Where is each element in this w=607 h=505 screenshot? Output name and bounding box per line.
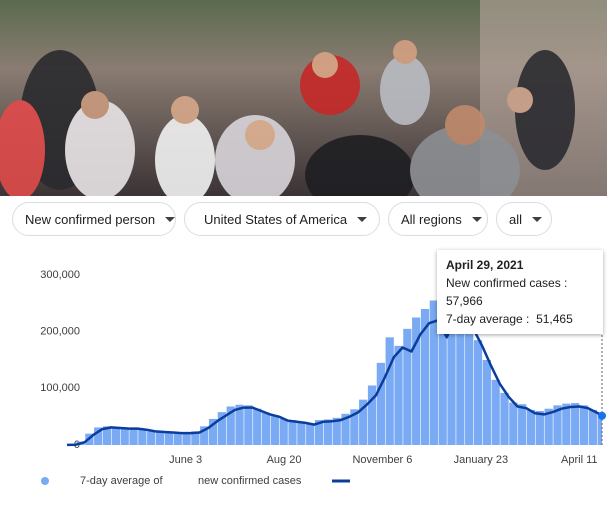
period-dropdown[interactable]: all [496, 202, 552, 236]
average-line [66, 304, 603, 447]
metric-label: New confirmed person [25, 211, 156, 227]
bar [376, 362, 385, 445]
bar [332, 417, 341, 445]
bar [279, 418, 288, 445]
bar [120, 428, 129, 445]
bar [261, 412, 271, 445]
caret [357, 216, 368, 222]
bar [491, 379, 500, 445]
bar [164, 431, 173, 445]
bar [350, 409, 359, 445]
bar [253, 408, 262, 445]
country-label: United States of America [204, 211, 348, 227]
bar [412, 317, 421, 445]
bar [420, 309, 430, 445]
caret [532, 216, 543, 222]
bar [403, 328, 412, 445]
tooltip-avg-label: 7-day average : [446, 312, 530, 326]
bar [341, 413, 350, 445]
y-tick-label: 300,000 [40, 269, 80, 281]
region-label: All regions [401, 211, 462, 227]
bar [200, 426, 209, 445]
bar [482, 360, 491, 445]
tooltip-cases: 57,966 [446, 294, 483, 308]
bar [500, 392, 509, 445]
y-tick-label: 200,000 [40, 326, 80, 338]
x-tick-label: April 11 [561, 454, 597, 466]
bar [129, 427, 138, 445]
bar [147, 430, 156, 445]
bar [465, 323, 474, 445]
bar [94, 427, 103, 445]
bar [102, 426, 112, 445]
bar [447, 286, 456, 445]
bar [191, 431, 200, 445]
bar [562, 403, 571, 445]
bar [456, 297, 465, 445]
caret [165, 216, 176, 222]
bar [155, 431, 165, 445]
bar [385, 337, 394, 445]
y-tick-label: 100,000 [40, 382, 80, 394]
bar [297, 421, 306, 445]
bar [473, 340, 483, 445]
metric-dropdown[interactable]: New confirmed person [12, 202, 176, 236]
bar [509, 402, 518, 445]
bar [323, 419, 332, 445]
x-tick-label: November 6 [352, 454, 412, 466]
bar [571, 403, 580, 445]
bar [314, 420, 324, 445]
crowd-photo [0, 0, 607, 196]
bar [226, 406, 235, 445]
bar [535, 411, 544, 445]
bar [235, 404, 244, 445]
bar [270, 415, 279, 445]
caret [471, 216, 482, 222]
legend-label: 7-day average of [80, 475, 163, 487]
bar [553, 405, 562, 445]
tooltip-avg: 51,465 [536, 312, 573, 326]
period-label: all [509, 211, 523, 227]
bar [111, 426, 120, 445]
bar [588, 409, 597, 445]
legend-label: new confirmed cases [198, 475, 302, 487]
bar [244, 405, 253, 445]
bar [173, 432, 182, 445]
bar [182, 431, 191, 445]
bar [217, 412, 226, 445]
hover-dot [598, 411, 606, 420]
x-tick-label: Aug 20 [267, 454, 302, 466]
bar [438, 314, 447, 445]
bar [138, 429, 147, 445]
x-tick-label: January 23 [454, 454, 508, 466]
bar [544, 408, 553, 445]
bar [359, 399, 368, 445]
bar [518, 404, 527, 445]
legend-dot [41, 477, 49, 485]
tooltip: April 29, 2021 New confirmed cases : 57,… [437, 250, 603, 334]
bar [429, 300, 438, 445]
bar [526, 409, 536, 445]
bar [394, 345, 403, 445]
tooltip-cases-label: New confirmed cases : [446, 276, 568, 290]
bar [597, 412, 602, 445]
tooltip-date: April 29, 2021 [446, 258, 524, 272]
bar [208, 418, 218, 445]
country-dropdown[interactable]: United States of America [184, 202, 380, 236]
bar [288, 420, 297, 445]
bar [579, 405, 589, 445]
x-tick-label: June 3 [169, 454, 202, 466]
bar [306, 423, 315, 445]
region-dropdown[interactable]: All regions [388, 202, 488, 236]
bar [367, 385, 377, 445]
